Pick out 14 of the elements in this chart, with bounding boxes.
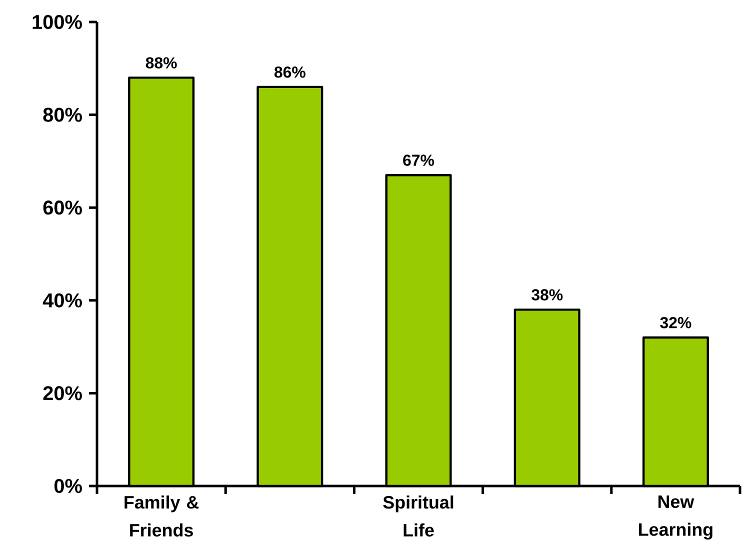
y-tick-label: 100% (32, 14, 82, 30)
x-tick-label: Spiritual Life (383, 496, 454, 537)
data-label: 88% (146, 57, 177, 68)
y-tick-label: 60% (43, 200, 82, 215)
y-tick-label: 0% (54, 478, 82, 494)
data-label: 67% (403, 154, 434, 166)
data-label: 86% (274, 66, 306, 78)
x-tick-label: Family & Friends (124, 496, 199, 537)
y-tick-label: 20% (43, 386, 82, 400)
x-tick-label: New Learning (639, 496, 712, 540)
y-tick-label: 40% (42, 293, 82, 308)
y-tick-label: 80% (43, 108, 82, 122)
data-label: 32% (660, 317, 692, 328)
data-label: 38% (532, 289, 563, 300)
